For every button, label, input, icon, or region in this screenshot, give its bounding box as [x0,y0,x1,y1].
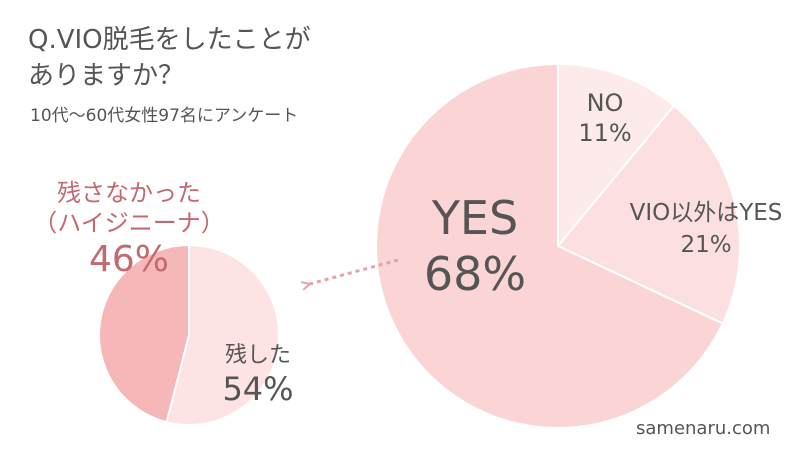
main-pie-chart [375,62,741,429]
slice-label-vio-other: VIO以外はYES 21% [629,200,783,258]
subtitle: 10代～60代女性97名にアンケート [30,106,299,126]
slice-value-yes: 68% [423,247,527,301]
detail-pie-chart [98,243,281,426]
slice-label-no: NO 11% [578,89,632,147]
slice-label-not-remained: 残さなかった （ハイジニーナ） 46% [33,179,225,280]
pie-slice-remained [165,243,281,426]
pie-slice-not-remained [98,243,190,424]
pie-slice-vio-other [556,104,741,325]
page-title: Q.VIO脱毛をしたことが ありますか？ [28,25,311,91]
slice-label-yes: YES [431,191,519,245]
watermark: samenaru.com [636,418,771,439]
pie-slice-no [557,62,676,249]
pie-slice-yes [375,62,725,429]
slice-label-remained: 残した 54% [222,343,294,408]
